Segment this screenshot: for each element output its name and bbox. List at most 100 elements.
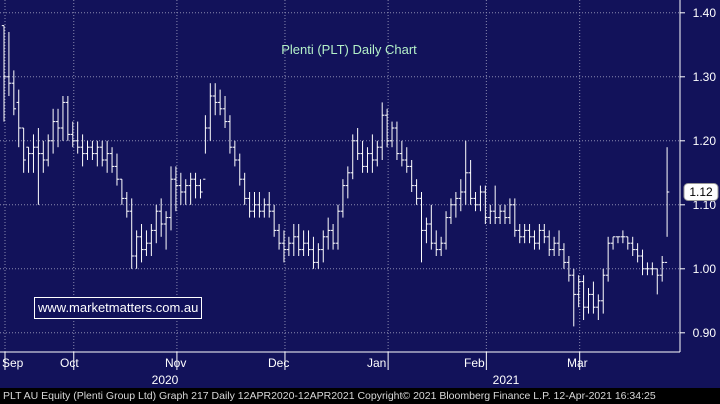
ohlc-bar	[203, 115, 208, 180]
ohlc-bar	[316, 243, 321, 269]
ohlc-bar	[581, 275, 586, 320]
ohlc-bar	[335, 204, 341, 250]
ohlc-bar	[370, 134, 375, 173]
ohlc-bar	[615, 236, 621, 244]
x-tick-label: Nov	[165, 356, 186, 370]
ohlc-bar	[154, 204, 159, 244]
ohlc-bar	[664, 147, 670, 263]
ohlc-bar	[414, 179, 419, 205]
ohlc-bar	[242, 172, 247, 205]
ohlc-bar	[659, 256, 665, 282]
ohlc-bar	[419, 192, 424, 263]
watermark: www.marketmatters.com.au	[34, 297, 203, 319]
ohlc-bar	[325, 217, 331, 250]
ohlc-bar	[60, 96, 66, 141]
ohlc-bar	[90, 140, 95, 160]
ohlc-bar	[473, 192, 478, 212]
ohlc-bar	[478, 185, 483, 212]
ohlc-bar	[193, 172, 198, 199]
ohlc-bar	[267, 192, 272, 218]
y-tick-label: 0.90	[693, 326, 717, 340]
ohlc-bar	[311, 236, 316, 269]
year-label: 2021	[493, 373, 520, 387]
ohlc-bar	[340, 179, 346, 218]
ohlc-bar	[576, 275, 581, 308]
ohlc-bar	[384, 108, 390, 148]
ohlc-bar	[502, 204, 508, 224]
ohlc-bar	[119, 178, 125, 205]
ohlc-bar	[497, 204, 503, 224]
ohlc-bar	[635, 243, 640, 263]
year-label: 2020	[152, 373, 179, 387]
ohlc-bar	[625, 236, 631, 250]
ohlc-bar	[517, 224, 522, 244]
ohlc-bar	[399, 140, 405, 167]
ohlc-bar	[404, 147, 409, 173]
ohlc-bar	[6, 32, 12, 96]
ohlc-bar	[379, 102, 385, 160]
ohlc-bar	[208, 83, 213, 141]
ohlc-bar	[591, 281, 596, 314]
ohlc-bar	[566, 256, 572, 282]
ohlc-bar	[527, 224, 532, 244]
ohlc-bar	[556, 230, 562, 256]
ohlc-bar	[129, 198, 134, 269]
ohlc-bar	[306, 230, 311, 256]
ohlc-bar	[31, 134, 36, 173]
ohlc-bar	[546, 230, 552, 256]
ohlc-bar	[424, 217, 429, 244]
ohlc-bar	[271, 204, 277, 237]
chart-title: Plenti (PLT) Daily Chart	[281, 42, 417, 57]
ohlc-bar	[301, 230, 306, 256]
footer-info: PLT AU Equity (Plenti Group Ltd) Graph 2…	[0, 388, 720, 404]
ohlc-bar	[458, 179, 464, 212]
ohlc-bar	[173, 166, 179, 212]
ohlc-bar	[281, 230, 287, 263]
ohlc-bar	[237, 153, 242, 186]
ohlc-bar	[468, 160, 473, 205]
ohlc-bar	[286, 236, 292, 256]
ohlc-bar	[360, 140, 365, 173]
ohlc-bar	[483, 185, 488, 224]
axis-background-bottom	[0, 352, 720, 388]
ohlc-bar	[492, 185, 498, 224]
ohlc-bar	[443, 211, 449, 250]
grid-lines	[0, 0, 680, 352]
ohlc-bar	[355, 128, 360, 160]
y-tick-label: 1.10	[693, 198, 717, 212]
ohlc-bar	[85, 140, 90, 160]
ohlc-bar	[158, 198, 164, 237]
ohlc-bar	[522, 224, 527, 244]
ohlc-bar	[183, 179, 188, 205]
ohlc-bar	[41, 140, 46, 173]
x-tick-label: Sep	[2, 356, 24, 370]
ohlc-bar	[188, 172, 193, 205]
ohlc-bar	[571, 268, 576, 327]
ohlc-bar	[640, 249, 645, 276]
ohlc-bar	[212, 83, 218, 116]
ohlc-bar	[65, 96, 71, 141]
ohlc-bar	[139, 224, 144, 263]
x-tick-label: Dec	[268, 356, 289, 370]
chart-canvas: 1.40 1.30 1.20 1.10 1.00 0.90 Sep Oct Nov Dec Jan…	[0, 0, 720, 388]
ohlc-bar	[144, 230, 149, 256]
ohlc-bar	[463, 140, 468, 205]
ohlc-bar	[163, 211, 169, 250]
ohlc-bar	[149, 224, 154, 256]
ohlc-bar	[198, 179, 203, 199]
ohlc-bar	[429, 204, 434, 250]
ohlc-bar	[321, 230, 326, 263]
plot-background	[0, 0, 680, 352]
ohlc-bar	[345, 166, 351, 199]
ohlc-bar	[438, 236, 444, 256]
ohlc-bar	[561, 243, 567, 269]
ohlc-bar	[50, 108, 56, 154]
ohlc-bar	[507, 198, 513, 224]
ohlc-bar	[434, 230, 439, 256]
ohlc-bar	[252, 192, 257, 218]
ohlc-bars	[1, 25, 670, 327]
ohlc-bar	[168, 166, 174, 231]
ohlc-bar	[330, 224, 336, 250]
ohlc-bar	[36, 128, 41, 205]
